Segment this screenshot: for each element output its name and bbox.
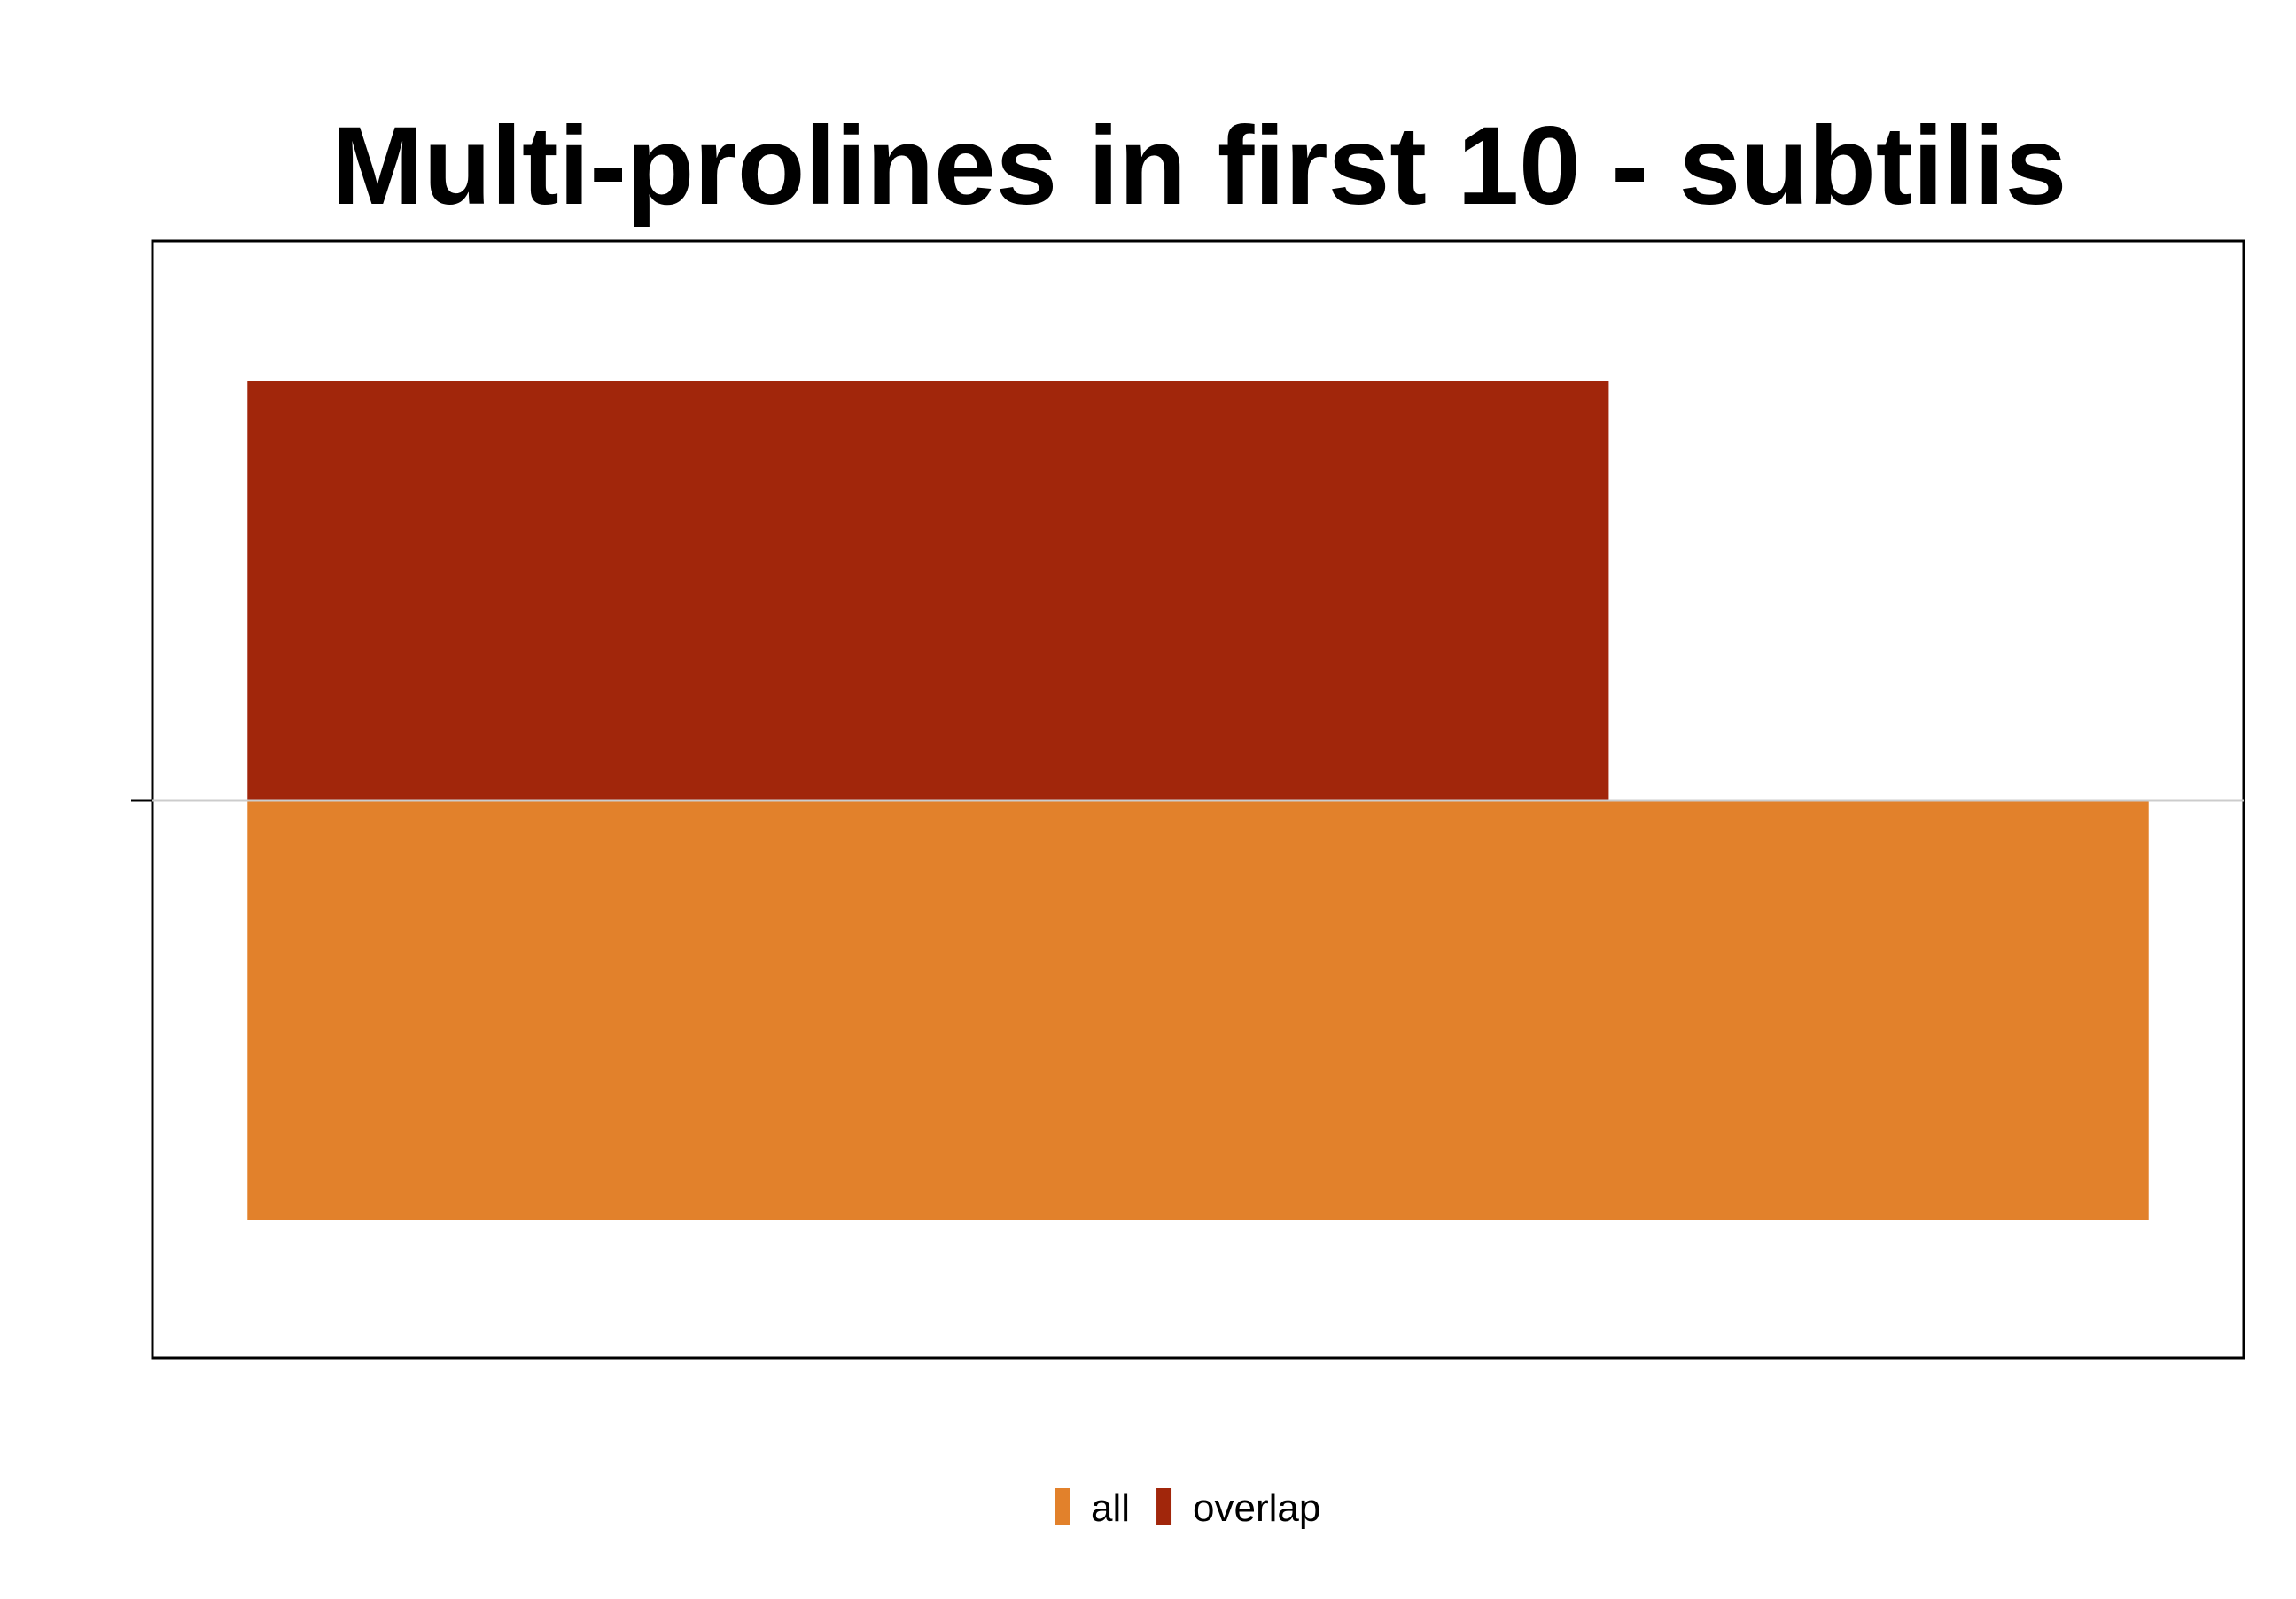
legend-label-all: all [1091,1486,1130,1530]
bar-all [247,800,2149,1220]
bar-overlap [247,381,1609,800]
plot-area [131,239,2245,1360]
legend: all overlap [1055,1486,1320,1530]
chart-title: Multi-prolines in first 10 - subtilis [331,105,2067,228]
legend-swatch-overlap [1156,1488,1172,1525]
legend-swatch-all [1055,1488,1070,1525]
legend-label-overlap: overlap [1193,1486,1320,1530]
